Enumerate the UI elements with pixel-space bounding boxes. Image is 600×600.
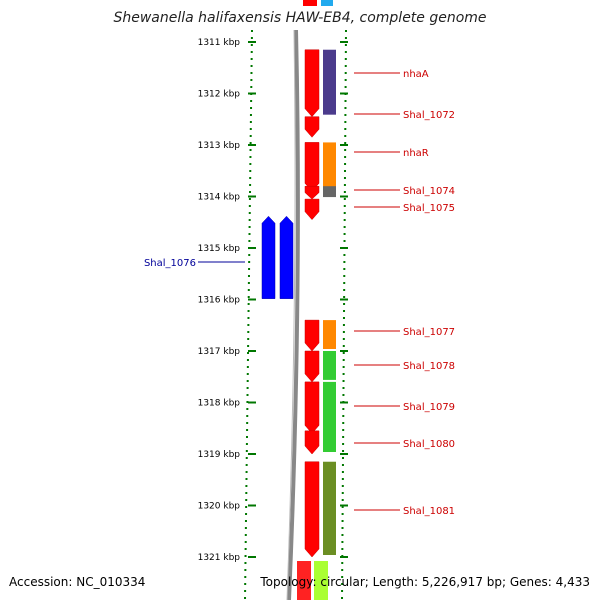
forward-gene-Shal_1081 xyxy=(304,461,320,558)
gene-label-Shal_1079: Shal_1079 xyxy=(403,402,455,413)
cog-bar-Shal_1074 xyxy=(323,186,336,198)
forward-gene-nhaR xyxy=(304,142,320,192)
axis-tick-label: 1318 kbp xyxy=(198,399,241,409)
gene-label-Shal_1075: Shal_1075 xyxy=(403,203,455,214)
outer-ring-dots xyxy=(341,29,347,600)
reverse-gene-arrow xyxy=(279,215,294,299)
axis-tick-label: 1321 kbp xyxy=(198,553,241,563)
gene-label-Shal_1076: Shal_1076 xyxy=(144,258,196,269)
gene-label-nhaR: nhaR xyxy=(403,148,429,159)
gene-label-Shal_1074: Shal_1074 xyxy=(403,186,455,197)
forward-gene-Shal_1074 xyxy=(304,185,320,200)
gene-label-Shal_1078: Shal_1078 xyxy=(403,361,455,372)
accession-text: Accession: NC_010334 xyxy=(9,575,146,589)
cog-bar-Shal_1079 xyxy=(323,381,336,432)
axis-tick-label: 1312 kbp xyxy=(198,90,241,100)
genome-title: Shewanella halifaxensis HAW-EB4, complet… xyxy=(113,10,487,26)
gene-label-nhaA: nhaA xyxy=(403,69,429,80)
cog-bar-Shal_1081 xyxy=(323,461,336,555)
axis-tick-label: 1316 kbp xyxy=(198,296,241,306)
forward-gene-Shal_1080 xyxy=(304,430,320,455)
cog-bar-Shal_1078 xyxy=(323,351,336,380)
axis-tick-label: 1315 kbp xyxy=(198,244,241,254)
forward-gene-nhaA xyxy=(304,49,320,118)
genome-backbone xyxy=(287,29,300,600)
forward-gene-Shal_1077 xyxy=(304,319,320,352)
axis-tick-label: 1317 kbp xyxy=(198,347,241,357)
genome-backbone-shadow xyxy=(286,29,296,600)
cog-bar-nhaR xyxy=(323,142,336,190)
axis-tick-label: 1311 kbp xyxy=(198,38,241,48)
gene-label-Shal_1080: Shal_1080 xyxy=(403,439,455,450)
partial-gene-top xyxy=(303,0,317,6)
axis-tick-label: 1314 kbp xyxy=(198,193,241,203)
forward-gene-Shal_1078 xyxy=(304,350,320,383)
cog-bar-Shal_1080 xyxy=(323,430,336,452)
axis-tick-label: 1319 kbp xyxy=(198,450,241,460)
partial-gene-bottom-cog xyxy=(314,561,328,600)
inner-ring-dots xyxy=(244,29,253,600)
gene-label-Shal_1072: Shal_1072 xyxy=(403,110,455,121)
cog-bar-Shal_1077 xyxy=(323,320,336,349)
gene-label-Shal_1077: Shal_1077 xyxy=(403,327,455,338)
genome-summary-text: Topology: circular; Length: 5,226,917 bp… xyxy=(260,575,590,589)
partial-gene-top-cog xyxy=(321,0,333,6)
axis-tick-label: 1313 kbp xyxy=(198,141,241,151)
gene-label-Shal_1081: Shal_1081 xyxy=(403,506,455,517)
partial-gene-bottom xyxy=(297,561,311,600)
reverse-gene-arrow xyxy=(261,215,276,299)
axis-tick-label: 1320 kbp xyxy=(198,502,241,512)
forward-gene-Shal_1072 xyxy=(304,116,320,138)
cog-bar-nhaA xyxy=(323,49,336,115)
forward-gene-Shal_1079 xyxy=(304,381,320,434)
forward-gene-Shal_1075 xyxy=(304,198,320,221)
